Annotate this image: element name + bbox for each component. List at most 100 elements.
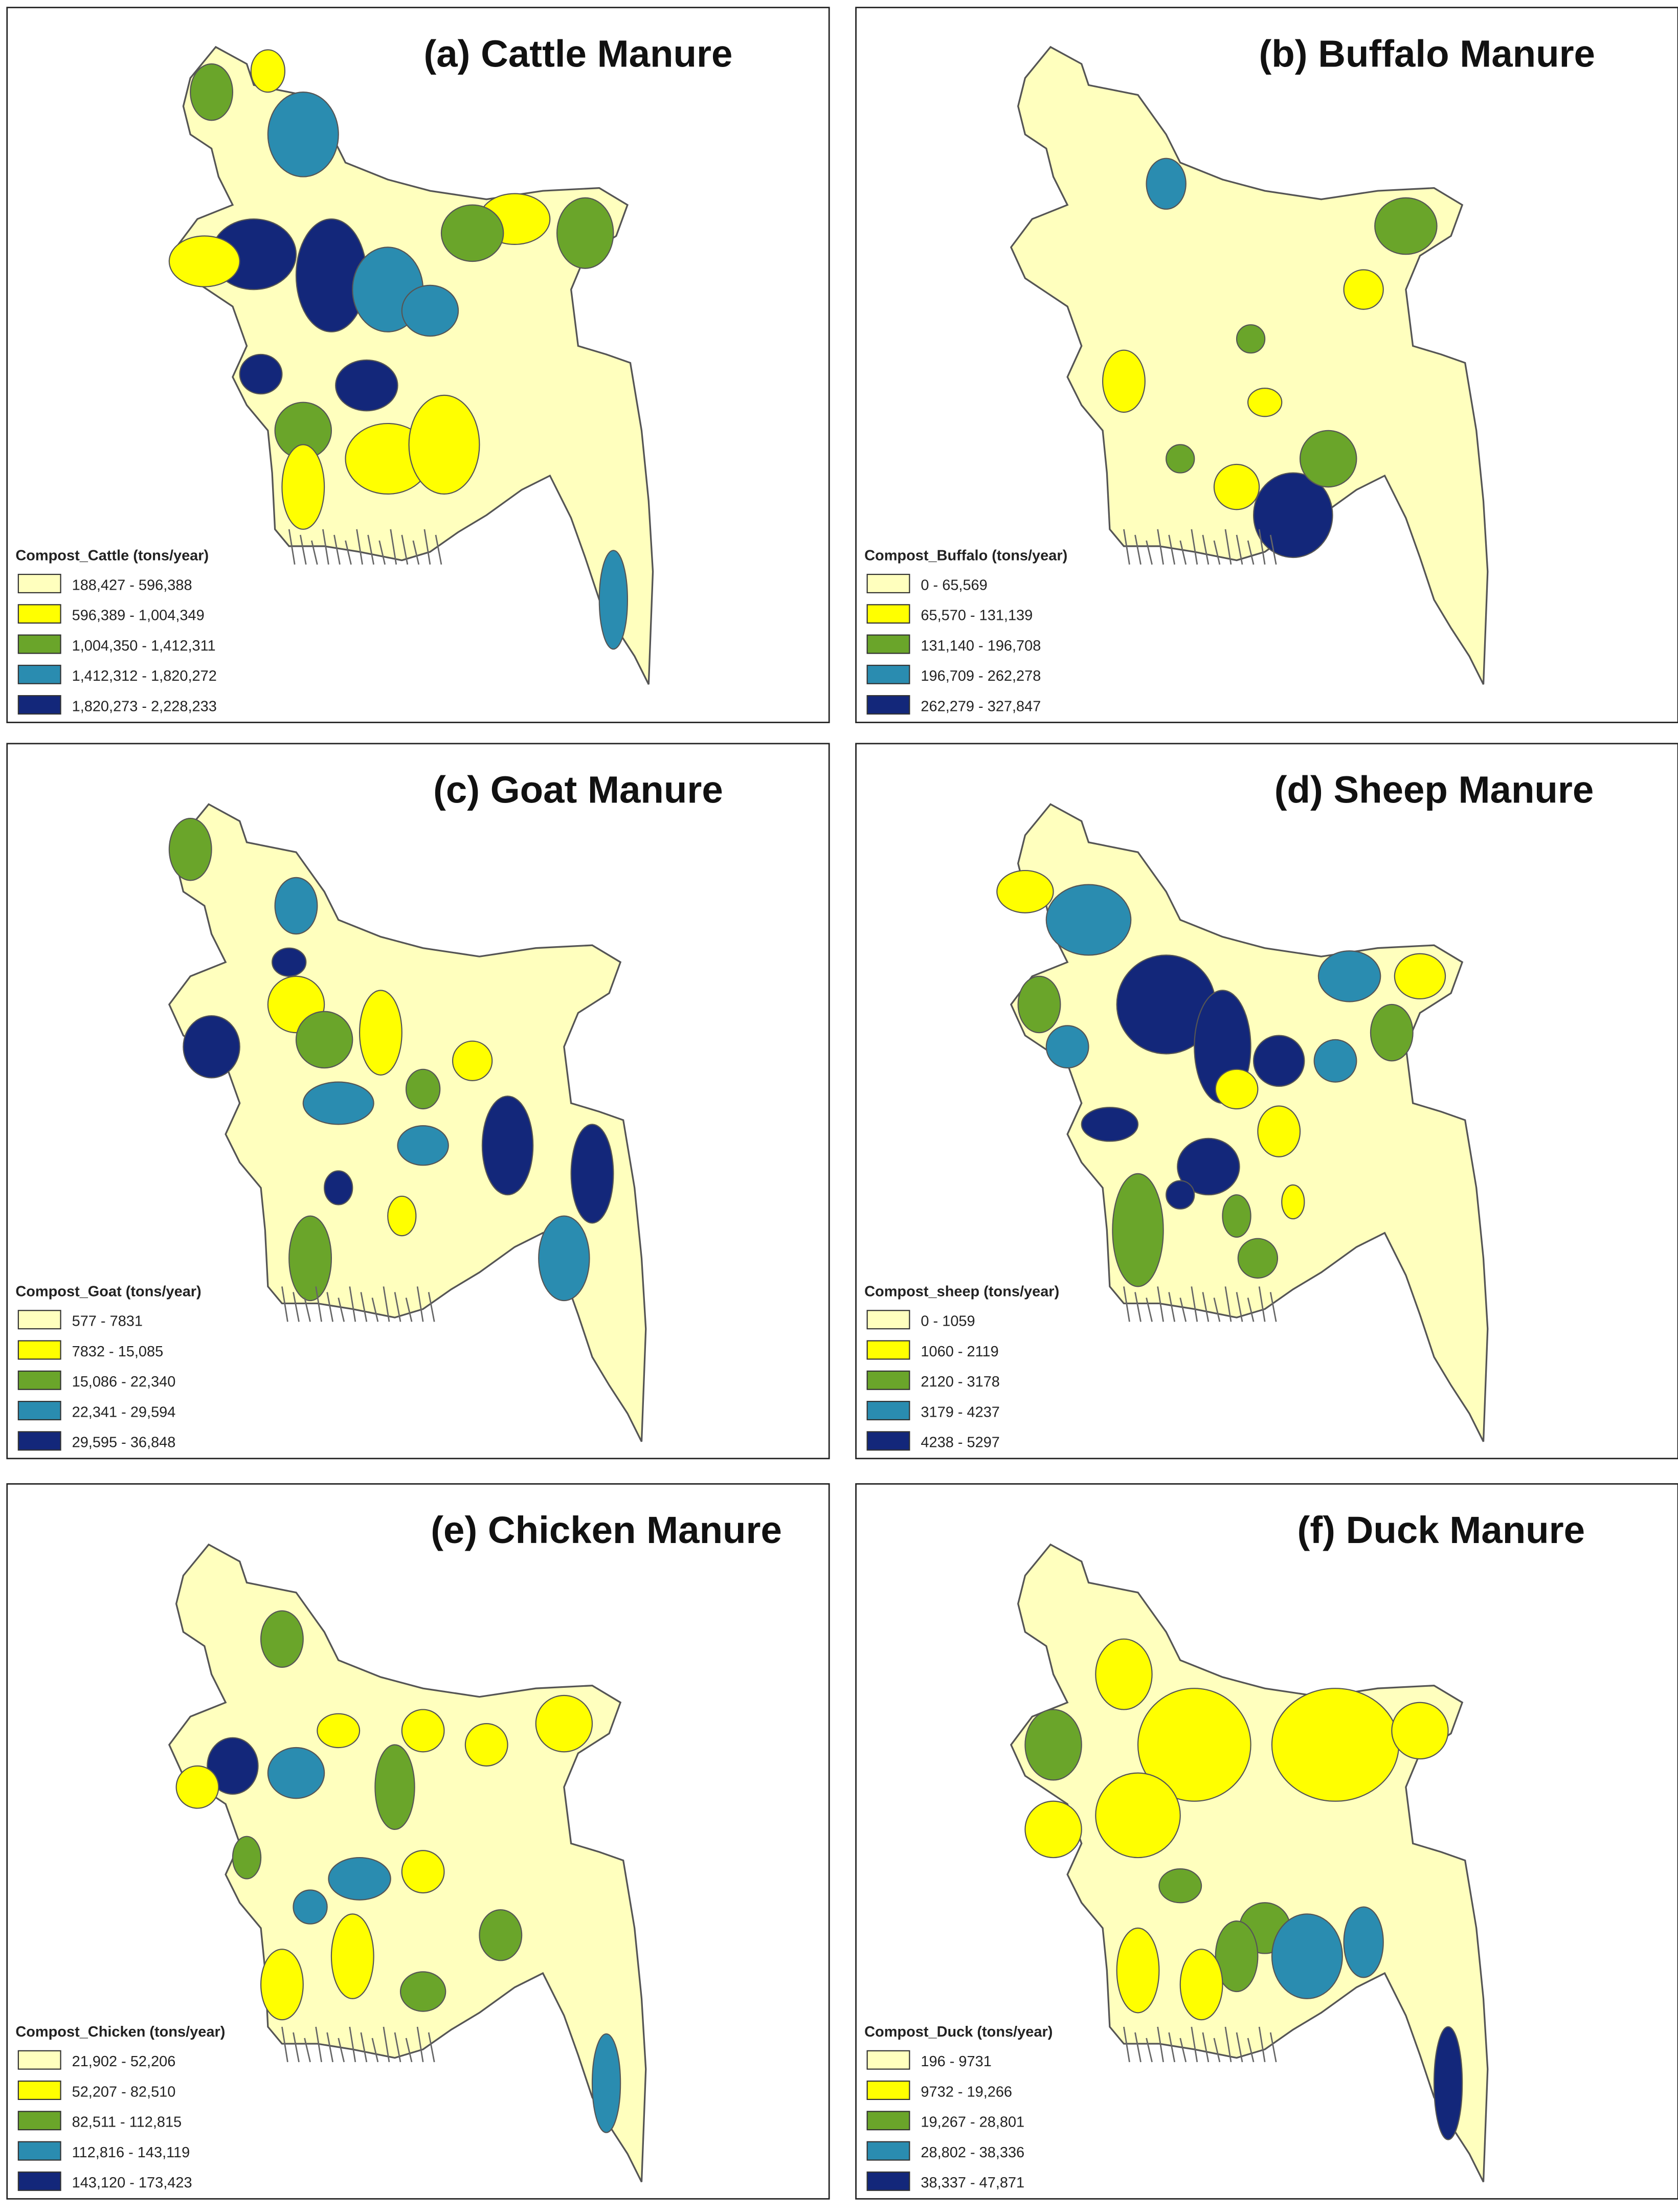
river <box>315 2026 322 2063</box>
district <box>207 1737 259 1795</box>
river <box>1168 2032 1176 2063</box>
district <box>1045 884 1132 956</box>
district <box>1215 1920 1259 1993</box>
district <box>1394 953 1446 1000</box>
district <box>1112 1173 1164 1287</box>
district <box>1299 430 1357 488</box>
river <box>428 1292 435 1322</box>
district <box>1095 1772 1181 1859</box>
district <box>1252 1035 1305 1087</box>
legend-label: 82,511 - 112,815 <box>72 2114 182 2131</box>
river <box>1269 1292 1277 1322</box>
legend-label: 577 - 7831 <box>72 1313 143 1330</box>
district <box>1177 1137 1240 1196</box>
map <box>996 803 1489 1442</box>
river <box>1168 534 1176 565</box>
river <box>1202 1292 1210 1322</box>
district <box>440 204 504 262</box>
district <box>293 1889 328 1925</box>
district <box>1374 197 1438 255</box>
river <box>1269 534 1277 565</box>
map-panel: (e) Chicken Manure Compost_Chicken (tons/… <box>6 1483 830 2200</box>
legend-swatch <box>866 2171 910 2191</box>
district <box>1158 1868 1202 1904</box>
district <box>1215 1068 1259 1110</box>
legend-swatch <box>866 2111 910 2131</box>
river <box>1224 529 1232 565</box>
river <box>315 1286 322 1322</box>
district <box>267 92 339 177</box>
river <box>405 2038 413 2063</box>
district <box>335 359 398 412</box>
legend-title: Compost_Buffalo (tons/year) <box>864 547 1067 564</box>
district <box>1236 324 1266 354</box>
legend-label: 596,389 - 1,004,349 <box>72 608 205 624</box>
district <box>302 1081 374 1125</box>
river <box>378 540 386 565</box>
district <box>1045 1025 1089 1069</box>
district <box>1102 349 1146 413</box>
district <box>168 817 212 881</box>
legend-swatch <box>866 2141 910 2161</box>
map <box>168 803 647 1442</box>
legend-title: Compost_Goat (tons/year) <box>15 1284 201 1300</box>
panel-title: (e) Chicken Manure <box>431 1509 782 1551</box>
legend-swatch <box>866 634 910 654</box>
river <box>288 529 296 565</box>
district <box>272 947 307 977</box>
legend-swatch <box>17 2080 61 2101</box>
legend-label: 262,279 - 327,847 <box>921 699 1041 715</box>
legend-label: 28,802 - 38,336 <box>921 2144 1024 2161</box>
legend-label: 38,337 - 47,871 <box>921 2175 1024 2191</box>
legend-title: Compost_Chicken (tons/year) <box>15 2024 225 2040</box>
legend-swatch <box>866 1401 910 1421</box>
river <box>1213 540 1221 565</box>
district <box>1166 444 1195 474</box>
legend-swatch <box>17 1401 61 1421</box>
district <box>1271 1913 1343 1999</box>
legend-label: 21,902 - 52,206 <box>72 2053 176 2070</box>
district <box>399 1971 446 2012</box>
district <box>1179 1949 1223 2021</box>
river <box>1179 540 1187 565</box>
legend-swatch <box>17 2141 61 2161</box>
legend-swatch <box>17 1340 61 1360</box>
district <box>1271 1688 1400 1802</box>
river <box>281 2026 288 2063</box>
district <box>401 284 459 337</box>
district <box>401 1709 445 1753</box>
legend-swatch <box>866 1310 910 1330</box>
river <box>356 529 363 565</box>
legend-label: 22,341 - 29,594 <box>72 1404 176 1420</box>
district <box>1081 1107 1139 1142</box>
legend-label: 7832 - 15,085 <box>72 1344 164 1360</box>
river <box>1269 2032 1277 2063</box>
legend-label: 1,820,273 - 2,228,233 <box>72 699 217 715</box>
legend-title: Compost_Duck (tons/year) <box>864 2024 1053 2040</box>
river <box>371 1298 379 1322</box>
legend-label: 29,595 - 36,848 <box>72 1435 176 1451</box>
river <box>416 1286 424 1322</box>
district <box>267 1747 325 1799</box>
district <box>250 49 286 93</box>
legend-swatch <box>866 604 910 624</box>
district <box>239 353 283 395</box>
river <box>293 2032 300 2063</box>
district <box>570 1124 614 1224</box>
panel-title: (b) Buffalo Manure <box>1259 32 1595 75</box>
river <box>423 529 431 565</box>
legend-label: 196 - 9731 <box>921 2053 991 2070</box>
river <box>1157 529 1165 565</box>
district <box>535 1694 593 1753</box>
district <box>1343 1906 1384 1978</box>
legend-swatch <box>866 573 910 594</box>
river <box>383 1286 390 1322</box>
river <box>1179 1298 1187 1322</box>
river <box>428 2032 435 2063</box>
river <box>304 1298 311 1322</box>
district <box>175 1765 219 1809</box>
legend-swatch <box>17 1310 61 1330</box>
legend-label: 1060 - 2119 <box>921 1344 998 1360</box>
